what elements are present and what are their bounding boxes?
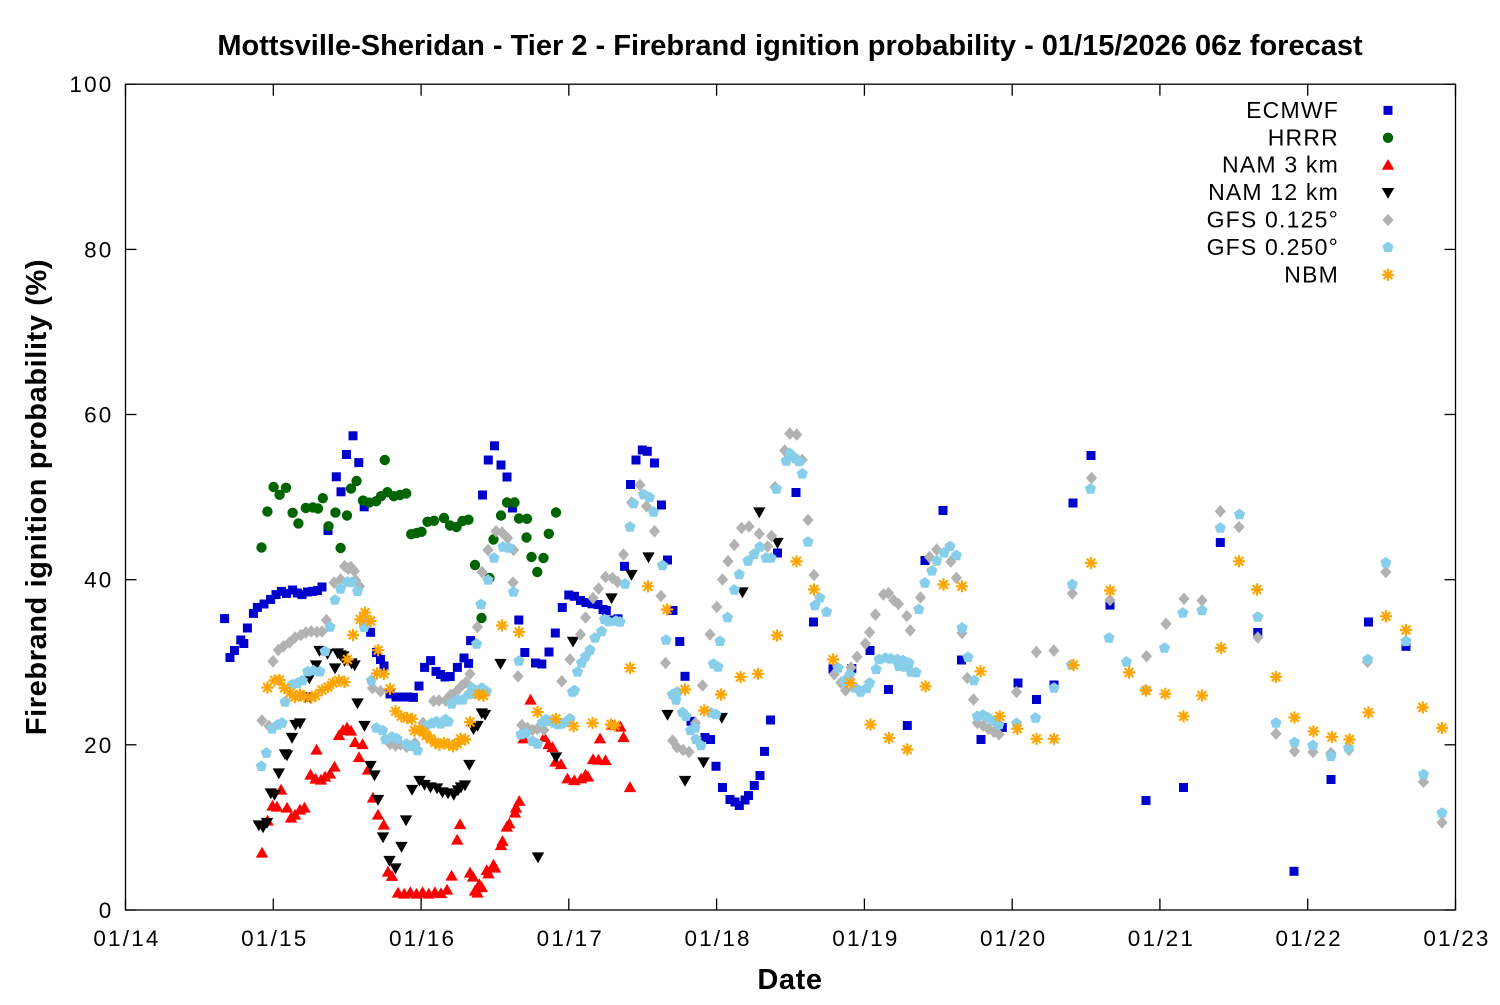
svg-text:NAM 3 km: NAM 3 km xyxy=(1222,152,1339,178)
svg-text:60: 60 xyxy=(84,403,113,428)
svg-text:GFS 0.125°: GFS 0.125° xyxy=(1207,207,1339,233)
svg-text:Date: Date xyxy=(757,964,822,996)
svg-text:01/19: 01/19 xyxy=(832,926,899,951)
svg-text:01/22: 01/22 xyxy=(1276,926,1343,951)
svg-text:80: 80 xyxy=(84,237,113,262)
svg-text:01/14: 01/14 xyxy=(93,926,160,951)
svg-text:01/16: 01/16 xyxy=(389,926,456,951)
svg-text:GFS 0.250°: GFS 0.250° xyxy=(1207,234,1339,260)
svg-text:0: 0 xyxy=(99,898,114,923)
svg-text:01/15: 01/15 xyxy=(241,926,308,951)
svg-text:01/23: 01/23 xyxy=(1423,926,1490,951)
svg-text:NBM: NBM xyxy=(1284,261,1339,287)
svg-text:01/20: 01/20 xyxy=(980,926,1047,951)
svg-text:20: 20 xyxy=(84,733,113,758)
svg-text:ECMWF: ECMWF xyxy=(1246,97,1339,123)
svg-text:01/21: 01/21 xyxy=(1128,926,1195,951)
svg-text:NAM 12 km: NAM 12 km xyxy=(1208,179,1339,205)
svg-text:Firebrand ignition probability: Firebrand ignition probability (%) xyxy=(21,259,53,735)
svg-text:01/17: 01/17 xyxy=(537,926,604,951)
svg-text:Mottsville-Sheridan - Tier 2 -: Mottsville-Sheridan - Tier 2 - Firebrand… xyxy=(217,30,1363,62)
svg-text:100: 100 xyxy=(69,72,113,97)
svg-text:HRRR: HRRR xyxy=(1268,124,1339,150)
svg-text:40: 40 xyxy=(84,568,113,593)
svg-text:01/18: 01/18 xyxy=(684,926,751,951)
